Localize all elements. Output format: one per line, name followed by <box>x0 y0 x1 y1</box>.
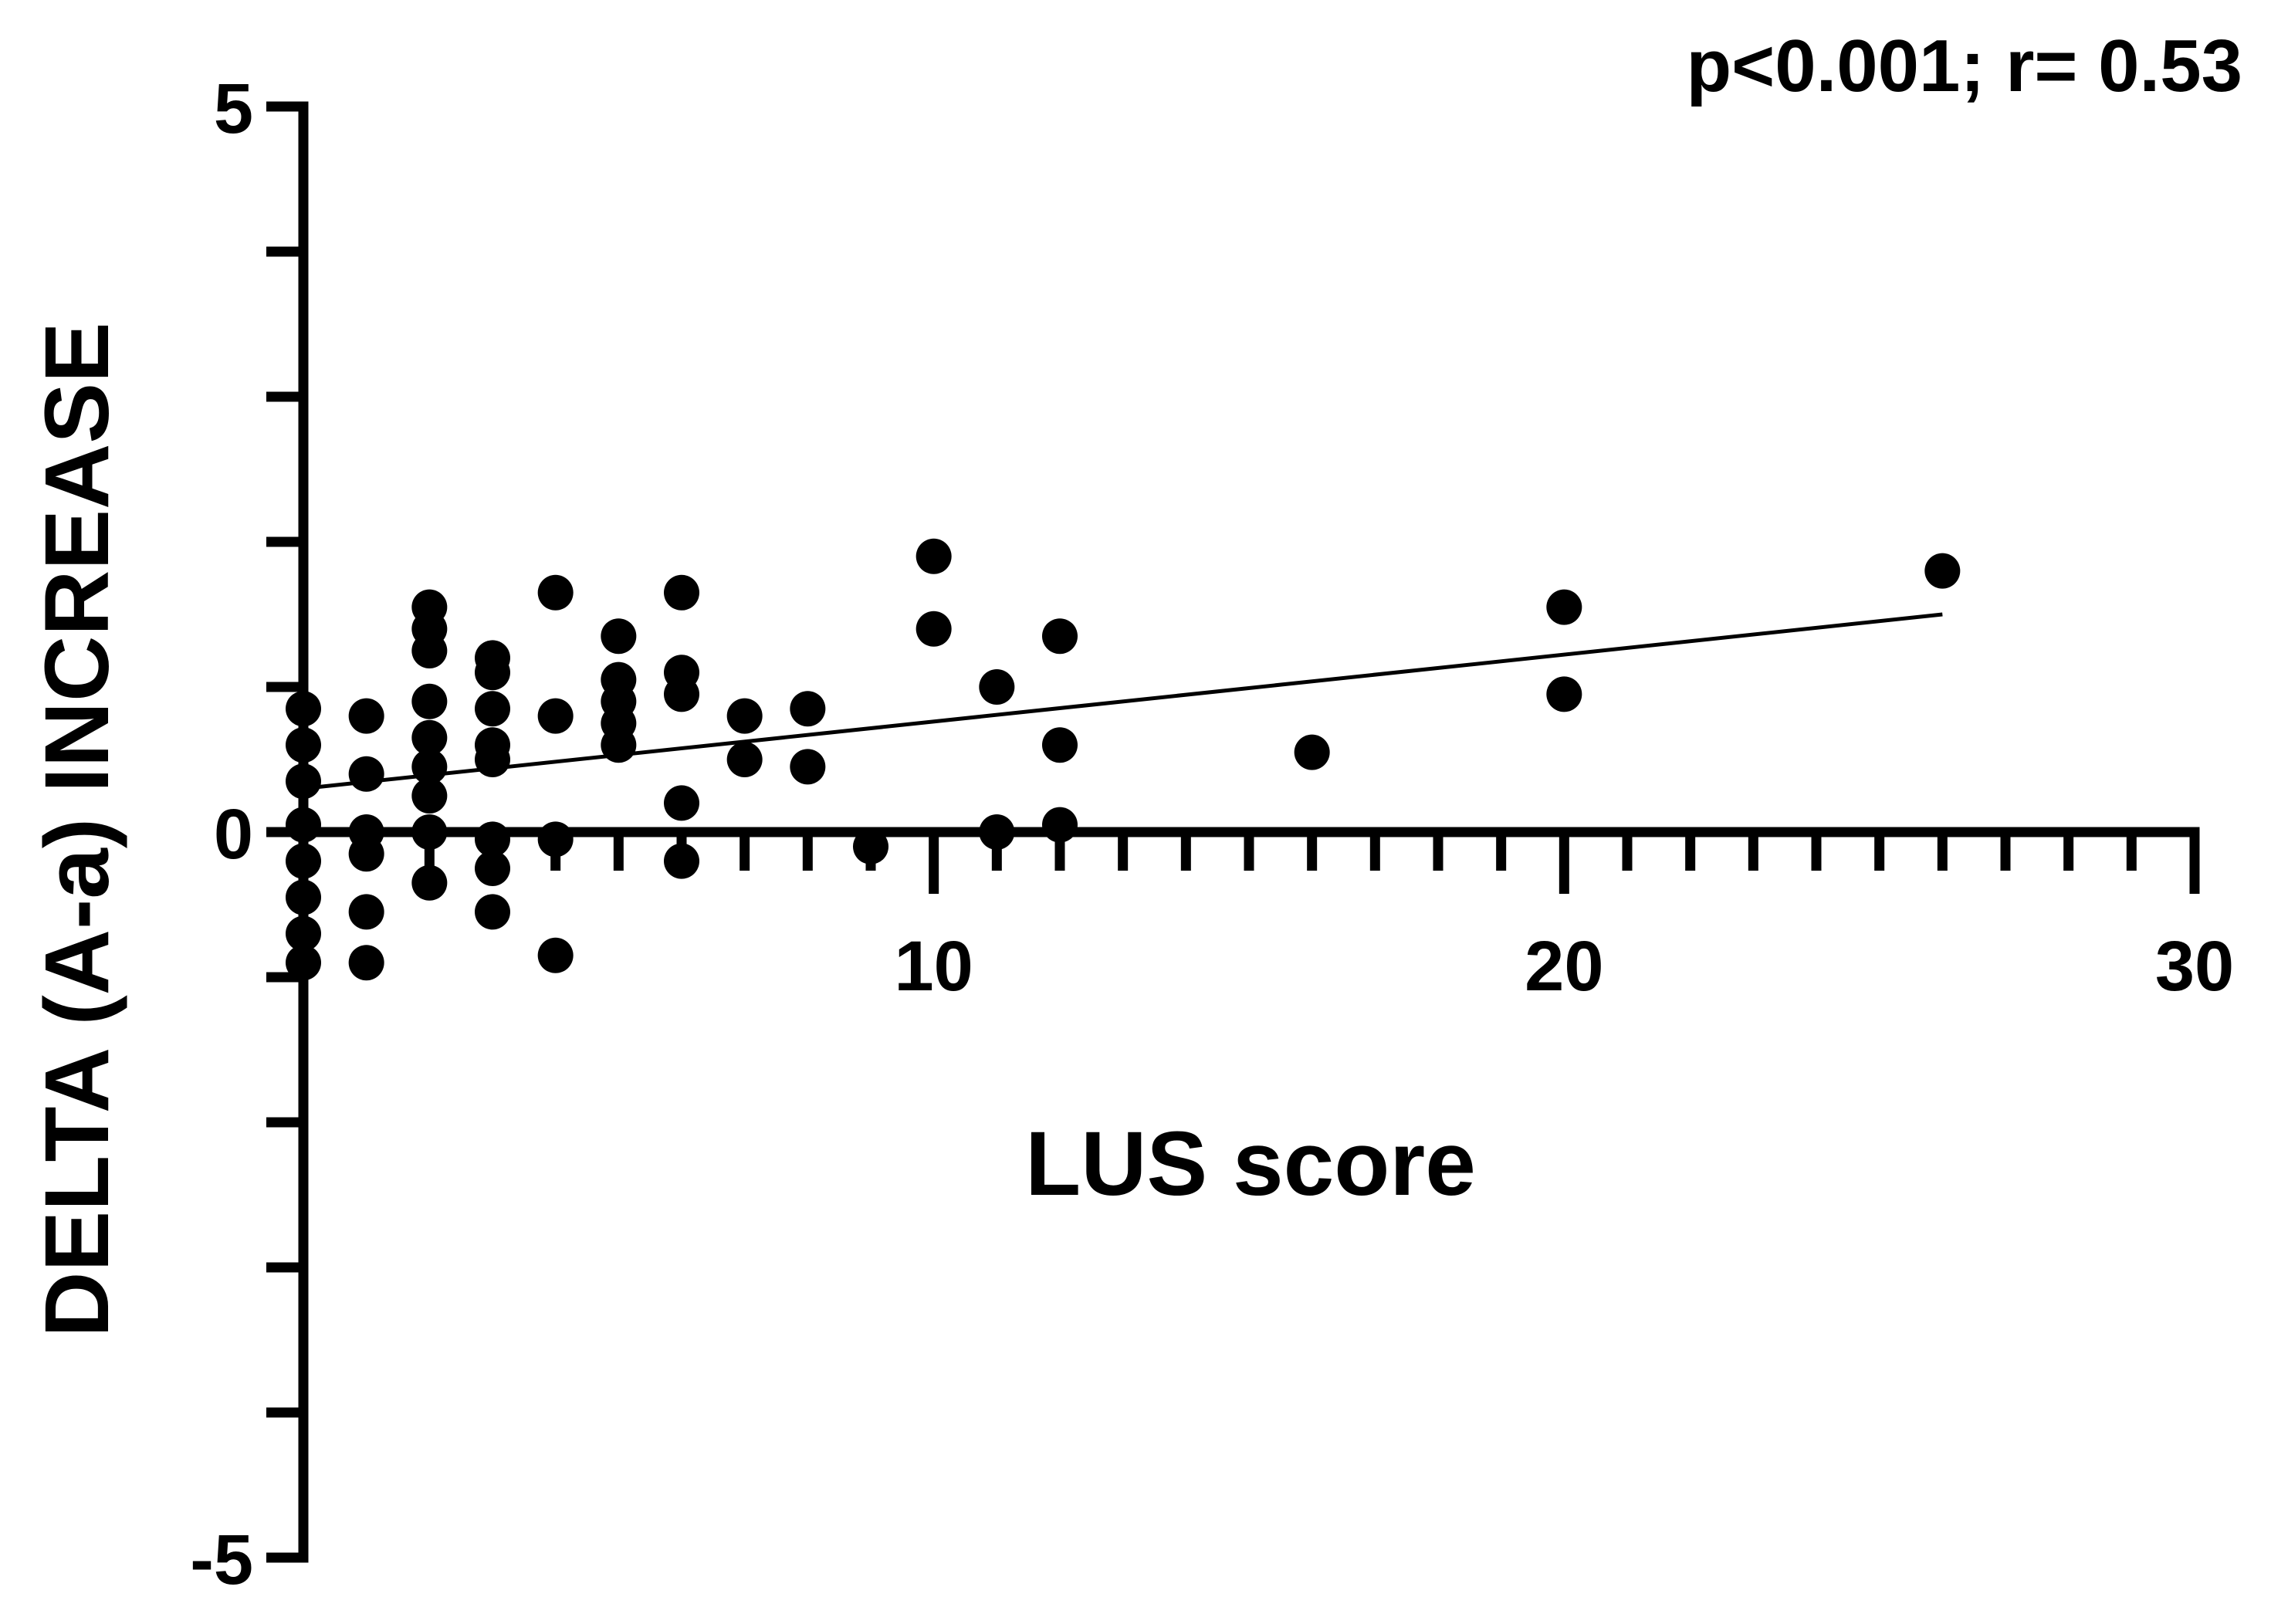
data-point <box>348 698 384 734</box>
data-point <box>1546 589 1582 625</box>
data-point <box>537 574 574 611</box>
data-point <box>286 763 321 800</box>
data-point <box>601 727 637 763</box>
data-point <box>411 633 448 668</box>
data-point <box>348 836 384 872</box>
data-point <box>664 574 699 611</box>
data-point <box>1924 553 1961 589</box>
data-point <box>664 843 699 879</box>
data-point <box>411 749 448 785</box>
y-tick-label: 5 <box>214 69 253 148</box>
data-point <box>1042 727 1078 763</box>
data-point <box>790 749 826 785</box>
data-point <box>286 691 321 727</box>
data-point <box>475 851 510 886</box>
data-point <box>790 691 826 727</box>
points-layer <box>286 538 1961 981</box>
data-point <box>1546 676 1582 712</box>
data-point <box>475 894 510 930</box>
data-point <box>411 864 448 901</box>
data-point <box>286 945 321 981</box>
data-point <box>475 655 510 691</box>
data-point <box>1294 734 1330 770</box>
data-point <box>348 945 384 981</box>
data-point <box>537 698 574 734</box>
data-point <box>475 691 510 727</box>
data-point <box>726 698 763 734</box>
y-tick-label: 0 <box>214 795 253 874</box>
data-point <box>348 894 384 930</box>
data-point <box>664 676 699 712</box>
data-point <box>664 785 699 821</box>
data-point <box>726 742 763 777</box>
y-axis-label: DELTA (A-a) INCREASE <box>26 322 128 1337</box>
data-point <box>1042 807 1078 843</box>
data-point <box>475 821 510 858</box>
data-point <box>1042 618 1078 655</box>
x-axis-label: LUS score <box>1025 1113 1476 1215</box>
data-point <box>286 915 321 952</box>
stats-annotation: p<0.001; r= 0.53 <box>1686 25 2242 107</box>
data-point <box>916 611 952 647</box>
data-point <box>475 742 510 777</box>
regression-line <box>303 612 1943 791</box>
data-point <box>286 843 321 879</box>
data-point <box>286 879 321 915</box>
data-point <box>411 719 448 756</box>
data-point <box>979 814 1015 850</box>
data-point <box>916 538 952 574</box>
regression-layer <box>303 612 1943 791</box>
x-tick-label: 10 <box>894 927 973 1006</box>
data-point <box>979 669 1015 705</box>
data-point <box>411 778 448 814</box>
data-point <box>601 618 637 655</box>
data-point <box>411 683 448 719</box>
x-tick-label: 30 <box>2155 927 2234 1006</box>
data-point <box>286 727 321 763</box>
y-tick-label: -5 <box>190 1521 253 1599</box>
data-point <box>286 807 321 843</box>
data-point <box>348 756 384 792</box>
data-point <box>537 821 574 858</box>
data-point <box>853 828 888 864</box>
x-tick-label: 20 <box>1525 927 1603 1006</box>
data-point <box>537 937 574 973</box>
data-point <box>411 814 448 850</box>
